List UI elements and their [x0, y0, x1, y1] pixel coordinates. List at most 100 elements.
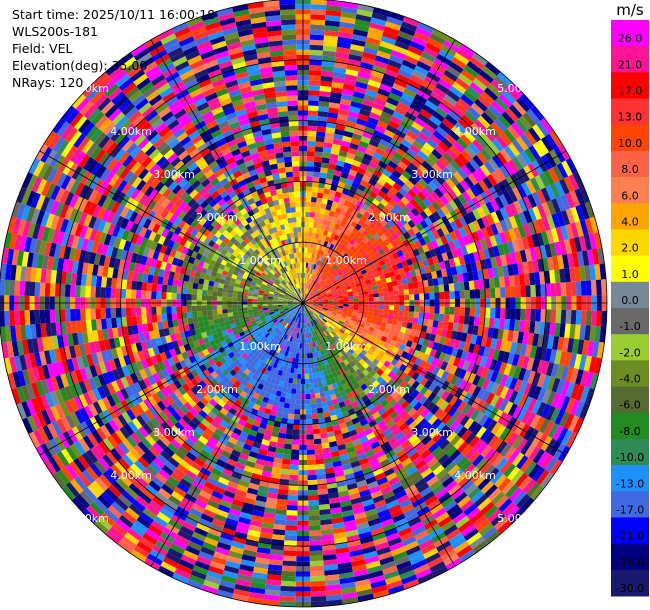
velocity-gate: [331, 289, 337, 293]
velocity-gate: [206, 476, 218, 486]
velocity-gate: [269, 393, 276, 401]
velocity-gate: [340, 285, 346, 290]
velocity-gate: [385, 64, 400, 74]
velocity-gate: [281, 338, 286, 345]
velocity-gate: [134, 403, 145, 415]
velocity-gate: [482, 416, 494, 430]
velocity-gate: [303, 287, 305, 293]
velocity-gate: [275, 508, 287, 516]
velocity-gate: [310, 0, 327, 5]
velocity-gate: [541, 360, 550, 375]
velocity-gate: [300, 328, 303, 334]
velocity-gate: [314, 248, 319, 255]
velocity-gate: [494, 196, 505, 210]
velocity-gate: [121, 490, 136, 504]
velocity-gate: [369, 345, 377, 352]
velocity-gate: [382, 490, 395, 500]
velocity-gate: [520, 440, 532, 456]
velocity-gate: [181, 383, 191, 393]
velocity-gate: [340, 427, 349, 435]
velocity-gate: [159, 507, 174, 519]
velocity-gate: [266, 492, 278, 499]
velocity-gate: [494, 118, 508, 132]
velocity-gate: [357, 184, 366, 192]
velocity-gate: [484, 288, 491, 299]
velocity-gate: [112, 522, 128, 537]
velocity-gate: [472, 385, 482, 398]
velocity-gate: [149, 461, 162, 473]
velocity-gate: [129, 383, 139, 395]
velocity-gate: [408, 420, 419, 431]
velocity-gate: [457, 520, 473, 533]
velocity-gate: [403, 345, 411, 354]
velocity-gate: [255, 552, 270, 560]
velocity-gate: [337, 214, 345, 221]
velocity-gate: [208, 565, 224, 576]
velocity-gate: [357, 414, 366, 422]
velocity-gate: [552, 255, 560, 270]
velocity-gate: [369, 369, 377, 377]
velocity-gate: [318, 304, 324, 306]
velocity-gate: [281, 371, 287, 377]
velocity-gate: [363, 294, 369, 299]
velocity-gate: [318, 182, 326, 189]
velocity-gate: [236, 346, 243, 353]
velocity-gate: [321, 534, 335, 541]
velocity-gate: [345, 369, 352, 377]
velocity-gate: [574, 266, 581, 282]
velocity-gate: [245, 349, 252, 356]
velocity-gate: [303, 307, 306, 313]
velocity-gate: [472, 154, 484, 168]
velocity-gate: [337, 357, 344, 364]
velocity-gate: [244, 497, 256, 505]
velocity-gate: [362, 272, 369, 278]
velocity-gate: [143, 366, 153, 378]
velocity-gate: [272, 362, 278, 369]
velocity-gate: [322, 325, 328, 330]
velocity-gate: [515, 153, 528, 168]
velocity-gate: [333, 196, 341, 203]
velocity-gate: [353, 511, 367, 520]
velocity-gate: [330, 232, 336, 239]
velocity-gate: [399, 64, 415, 75]
velocity-gate: [532, 220, 542, 234]
velocity-gate: [343, 278, 349, 284]
velocity-gate: [402, 283, 409, 290]
velocity-gate: [50, 405, 61, 421]
velocity-gate: [292, 326, 296, 333]
velocity-gate: [269, 330, 276, 337]
velocity-gate: [382, 169, 392, 178]
velocity-gate: [405, 201, 415, 211]
velocity-gate: [431, 394, 441, 405]
velocity-gate: [291, 309, 297, 315]
velocity-gate: [309, 247, 314, 254]
velocity-gate: [502, 329, 509, 341]
velocity-gate: [303, 272, 306, 278]
velocity-gate: [340, 171, 349, 179]
velocity-gate: [304, 307, 307, 313]
velocity-gate: [196, 522, 210, 533]
velocity-gate: [264, 391, 271, 399]
velocity-gate: [398, 68, 413, 79]
velocity-gate: [508, 487, 523, 502]
velocity-gate: [348, 296, 354, 300]
velocity-gate: [226, 513, 240, 522]
velocity-gate: [451, 347, 459, 358]
velocity-gate: [249, 396, 258, 404]
velocity-gate: [445, 445, 458, 458]
velocity-gate: [411, 411, 421, 421]
velocity-gate: [310, 196, 317, 203]
velocity-gate: [121, 411, 132, 424]
velocity-gate: [317, 488, 329, 495]
velocity-gate: [200, 513, 214, 524]
velocity-gate: [382, 523, 397, 533]
velocity-gate: [390, 207, 399, 216]
velocity-gate: [165, 394, 175, 405]
velocity-gate: [326, 594, 343, 602]
velocity-gate: [363, 324, 370, 331]
velocity-gate: [279, 354, 285, 361]
velocity-gate: [432, 507, 447, 519]
velocity-gate: [182, 392, 192, 402]
velocity-gate: [397, 565, 414, 576]
velocity-gate: [590, 310, 597, 327]
